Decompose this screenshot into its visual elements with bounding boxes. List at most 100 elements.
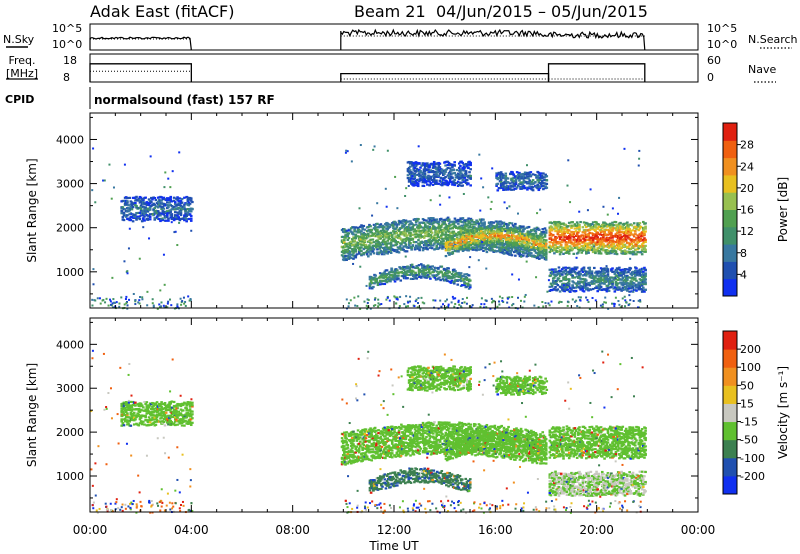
echo-cell (456, 234, 459, 237)
echo-cell (588, 274, 592, 277)
echo-cell (566, 231, 570, 234)
echo-cell (572, 252, 576, 255)
nsky-series (340, 28, 646, 51)
echo-cell (437, 168, 441, 172)
echo-cell (626, 282, 629, 285)
echo-cell (352, 257, 355, 260)
echo-cell (370, 281, 374, 285)
echo-cell (187, 217, 191, 221)
echo-cell (572, 286, 576, 289)
echo-cell (574, 268, 578, 271)
echo-cell (599, 225, 603, 228)
echo-cell (481, 227, 484, 231)
echo-cell (351, 231, 354, 234)
echo-cell (462, 237, 466, 240)
echo-cell (463, 176, 467, 179)
echo-cell (498, 172, 502, 175)
echo-cell (121, 216, 125, 219)
echo-cell (494, 237, 498, 240)
echo-cell (444, 235, 448, 238)
echo-cell (414, 300, 417, 303)
echo-cell (506, 241, 509, 244)
echo-cell (184, 209, 187, 212)
echo-cell (367, 250, 370, 254)
echo-cell (176, 207, 179, 211)
echo-cell (503, 248, 507, 251)
echo-cell (489, 307, 492, 310)
echo-cell (346, 248, 350, 251)
echo-cell (627, 242, 630, 245)
echo-cell (632, 282, 636, 285)
echo-cell (402, 225, 405, 228)
echo-cell (441, 223, 444, 226)
echo-cell (541, 256, 545, 259)
echo-cell (377, 298, 380, 301)
echo-cell (161, 206, 165, 209)
echo-cell (436, 240, 440, 243)
echo-cell (138, 206, 142, 209)
echo-cell (614, 233, 618, 236)
echo-cell (557, 266, 561, 269)
echo-cell (152, 305, 155, 308)
echo-cell (531, 239, 534, 242)
echo-cell (485, 247, 489, 251)
echo-cell (176, 303, 179, 306)
echo-cell (451, 227, 454, 230)
echo-cell (558, 253, 562, 256)
echo-cell (614, 277, 617, 280)
freq-unit-label: [MHz] (6, 67, 38, 80)
echo-cell (596, 232, 600, 236)
echo-cell (606, 237, 610, 240)
echo-cell (543, 233, 547, 236)
echo-cell (622, 272, 626, 275)
echo-cell (177, 200, 180, 203)
echo-cell (343, 256, 346, 259)
echo-cell (413, 177, 417, 180)
echo-cell (527, 177, 530, 180)
echo-cell (189, 199, 193, 202)
echo-cell (635, 253, 638, 256)
echo-cell (594, 299, 597, 302)
echo-cell (538, 186, 542, 190)
echo-cell (459, 164, 462, 168)
echo-cell (504, 172, 508, 175)
echo-cell (418, 243, 421, 246)
echo-cell (443, 220, 446, 223)
echo-cell (453, 247, 457, 250)
echo-cell (375, 279, 379, 282)
echo-cell (468, 286, 472, 289)
echo-cell (461, 236, 465, 239)
echo-cell (559, 245, 563, 248)
echo-cell (634, 229, 637, 233)
echo-cell (517, 296, 520, 299)
echo-cell (123, 303, 126, 306)
echo-cell (445, 180, 449, 183)
echo-cell (453, 243, 457, 246)
echo-cell (620, 278, 623, 281)
echo-cell (432, 270, 436, 273)
echo-cell (352, 233, 355, 236)
echo-cell (623, 278, 627, 281)
echo-cell (570, 270, 573, 274)
echo-cell (380, 253, 384, 256)
echo-cell (426, 183, 429, 186)
echo-cell (585, 296, 588, 299)
echo-cell (454, 225, 458, 228)
echo-cell (362, 242, 366, 245)
echo-cell (498, 303, 501, 306)
echo-cell (126, 196, 129, 200)
echo-cell (456, 283, 460, 286)
echo-cell (577, 241, 580, 244)
echo-cell (492, 244, 496, 247)
echo-cell (419, 174, 422, 177)
echo-cell (393, 280, 397, 283)
echo-cell (590, 242, 594, 245)
echo-cell (630, 280, 634, 283)
echo-cell (181, 217, 185, 220)
echo-cell (437, 266, 440, 270)
echo-cell (452, 180, 455, 183)
echo-cell (514, 225, 517, 228)
echo-cell (538, 244, 541, 248)
echo-cell (526, 182, 529, 185)
